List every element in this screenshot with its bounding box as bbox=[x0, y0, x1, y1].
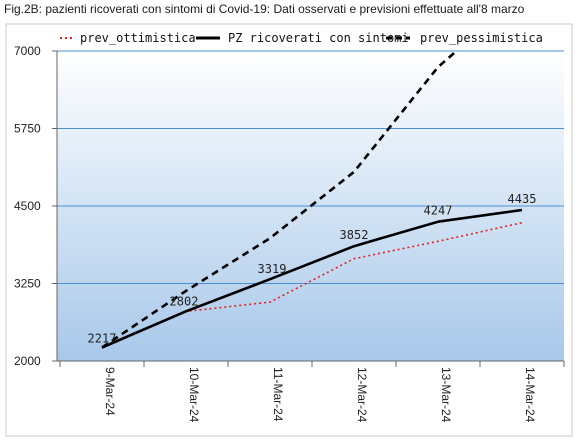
x-tick-label: 13-Mar-24 bbox=[439, 367, 453, 423]
data-label: 3852 bbox=[340, 228, 369, 242]
legend-label: PZ ricoverati con sintomi bbox=[228, 31, 409, 45]
data-label: 2217 bbox=[88, 332, 117, 346]
y-tick-label: 2000 bbox=[14, 354, 41, 368]
y-tick-label: 4500 bbox=[14, 199, 41, 213]
legend: prev_ottimistica PZ ricoverati con sintom… bbox=[60, 31, 543, 45]
data-label: 2802 bbox=[170, 294, 199, 308]
y-axis: 2000 3250 4500 5750 7000 bbox=[14, 44, 58, 368]
x-tick-label: 9-Mar-24 bbox=[103, 367, 117, 416]
x-tick-label: 12-Mar-24 bbox=[355, 367, 369, 423]
chart-title: Fig.2B: pazienti ricoverati con sintomi … bbox=[4, 2, 525, 16]
y-tick-label: 7000 bbox=[14, 44, 41, 58]
x-tick-label: 14-Mar-24 bbox=[523, 367, 537, 423]
chart-frame bbox=[5, 23, 573, 437]
legend-label: prev_ottimistica bbox=[80, 31, 196, 45]
data-label: 3319 bbox=[258, 262, 287, 276]
x-tick-label: 10-Mar-24 bbox=[187, 367, 201, 423]
series-line-dashed bbox=[101, 50, 458, 349]
x-axis: 9-Mar-24 10-Mar-24 11-Mar-24 12-Mar-24 13-Ma… bbox=[57, 360, 565, 423]
data-label: 4247 bbox=[424, 204, 453, 218]
series-lines bbox=[101, 50, 523, 349]
series-line-solid bbox=[101, 208, 523, 349]
y-tick-label: 5750 bbox=[14, 122, 41, 136]
y-tick-label: 3250 bbox=[14, 277, 41, 291]
data-labels: 2217 2802 3319 3852 4247 4435 bbox=[88, 192, 537, 346]
legend-label: prev_pessimistica bbox=[420, 31, 543, 45]
data-label: 4435 bbox=[508, 192, 537, 206]
x-tick-label: 11-Mar-24 bbox=[271, 367, 285, 422]
